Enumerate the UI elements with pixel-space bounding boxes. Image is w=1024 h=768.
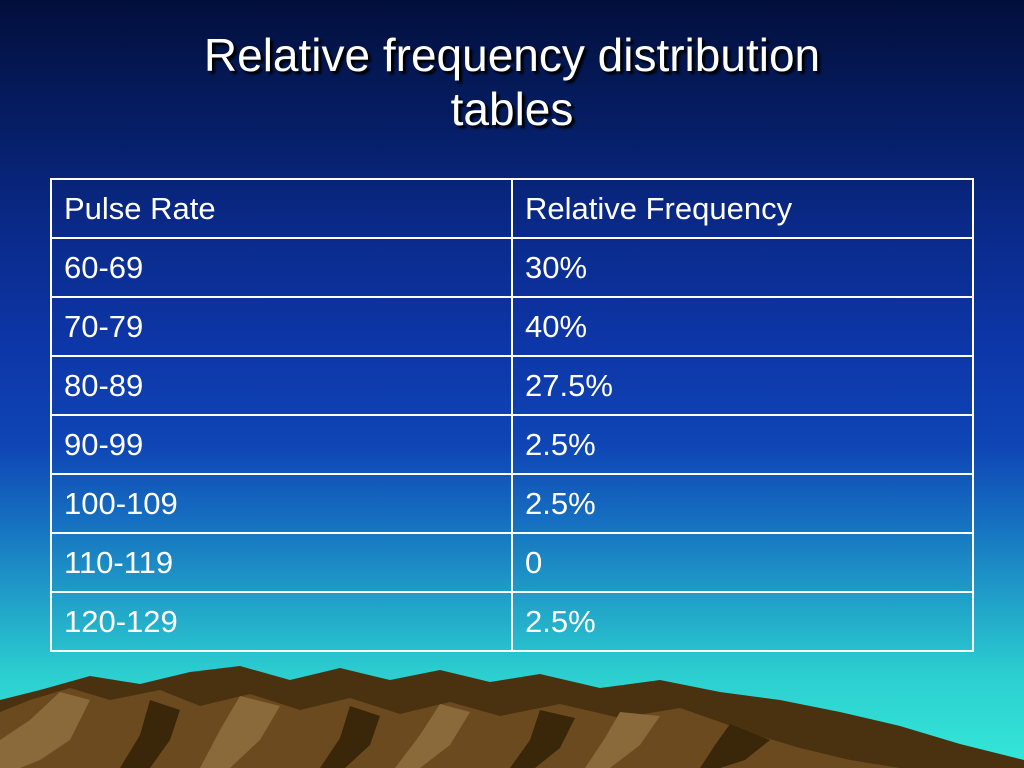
mountain-highlight-right [585,712,660,768]
table-cell-relative-frequency: 30% [511,237,974,298]
table-cell-relative-frequency: 2.5% [511,591,974,652]
table-row: 110-119 0 [50,532,974,593]
table-row: 100-109 2.5% [50,473,974,534]
table-header-row: Pulse Rate Relative Frequency [50,178,974,239]
table-row: 90-99 2.5% [50,414,974,475]
mountain-shadow-3 [510,710,575,768]
slide-title-line-2: tables [450,83,574,135]
relative-frequency-table: Pulse Rate Relative Frequency 60-69 30% … [50,178,974,652]
table-cell-pulse-rate: 90-99 [50,414,513,475]
table-cell-relative-frequency: 2.5% [511,473,974,534]
mountain-highlight-center-right [395,704,470,768]
table-cell-relative-frequency: 40% [511,296,974,357]
table-cell-pulse-rate: 80-89 [50,355,513,416]
table-row: 60-69 30% [50,237,974,298]
table-row: 80-89 27.5% [50,355,974,416]
mountain-highlight-left [0,692,90,768]
table-cell-pulse-rate: 110-119 [50,532,513,593]
mountain-shadow-1 [120,700,180,768]
table-cell-relative-frequency: 0 [511,532,974,593]
table-cell-relative-frequency: 27.5% [511,355,974,416]
slide-title: Relative frequency distribution tables [0,28,1024,136]
mountain-shadow-2 [320,706,380,768]
slide-title-line-1: Relative frequency distribution [203,29,821,81]
table-row: 120-129 2.5% [50,591,974,652]
table-header-cell: Pulse Rate [50,178,513,239]
table-header-cell: Relative Frequency [511,178,974,239]
table-cell-pulse-rate: 70-79 [50,296,513,357]
table-cell-pulse-rate: 120-129 [50,591,513,652]
mountain-shadow-4 [700,724,770,768]
table-cell-relative-frequency: 2.5% [511,414,974,475]
mountain-highlight-center [200,696,280,768]
table-cell-pulse-rate: 60-69 [50,237,513,298]
table-row: 70-79 40% [50,296,974,357]
table-cell-pulse-rate: 100-109 [50,473,513,534]
